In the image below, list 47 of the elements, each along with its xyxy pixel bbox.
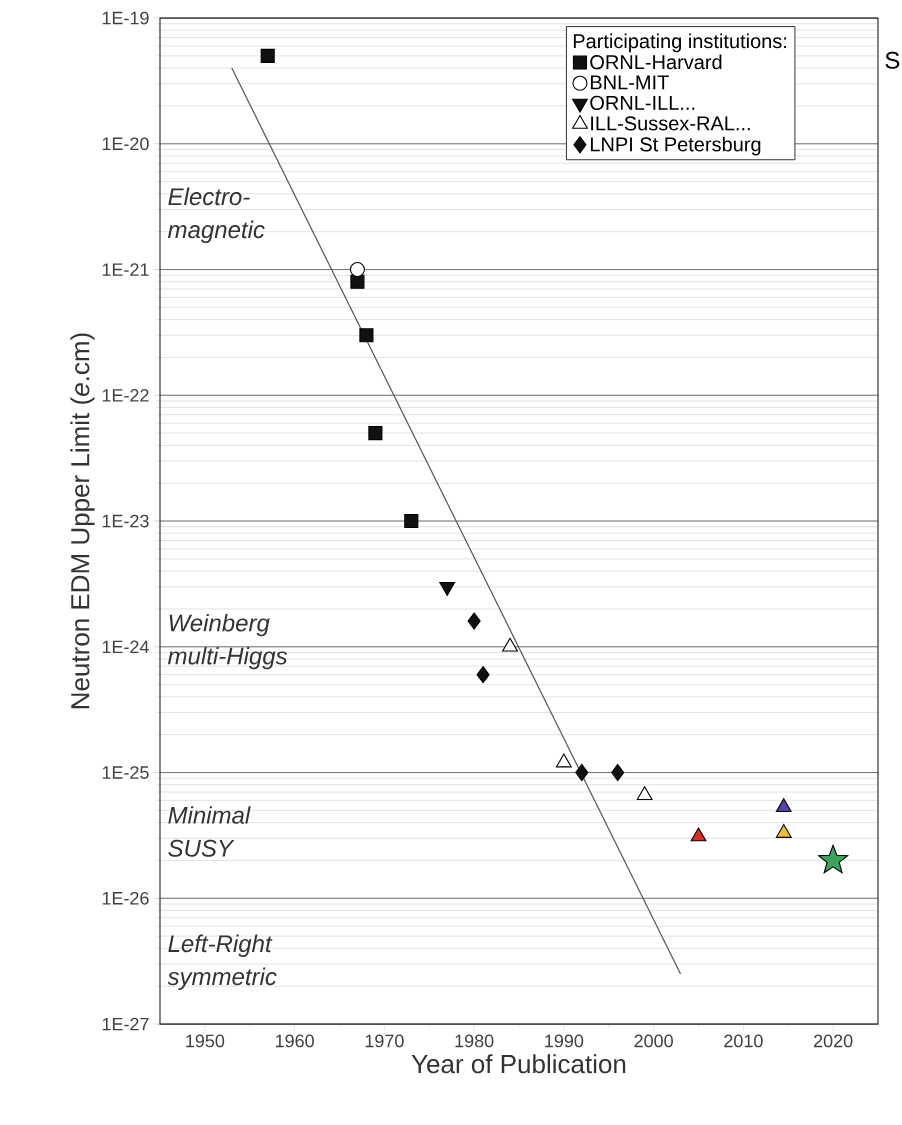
- point: [818, 844, 849, 874]
- point: [555, 753, 572, 768]
- y-tick-label: 1E-23: [102, 514, 149, 528]
- legend-label: ORNL-ILL...: [590, 95, 695, 110]
- legend-label: ORNL-Harvard: [590, 54, 722, 70]
- x-tick-label: 2020: [814, 1034, 853, 1048]
- point: [350, 274, 365, 289]
- point: [611, 763, 625, 782]
- y-tick-label: 1E-21: [102, 263, 149, 276]
- point: [775, 798, 792, 813]
- legend-label: ILL-Sussex-RAL...: [591, 116, 750, 131]
- y-tick-label: 1E-19: [102, 11, 149, 25]
- annotation: Minimal SUSY: [168, 806, 251, 857]
- y-tick-label: 1E-24: [102, 640, 149, 654]
- point: [349, 261, 365, 278]
- point: [690, 827, 707, 842]
- y-axis-title: Neutron EDM Upper Limit (e.cm): [70, 333, 95, 709]
- y-tick-label: 1E-26: [102, 891, 149, 905]
- legend-title: Participating institutions:: [573, 33, 787, 53]
- x-tick-label: 1970: [365, 1034, 404, 1048]
- x-tick-label: 1980: [455, 1034, 494, 1048]
- annotation: Electro- magnetic: [167, 187, 265, 243]
- point: [467, 612, 481, 630]
- text: S: [885, 51, 900, 69]
- x-axis-title: Year of Publication: [411, 1054, 626, 1074]
- annotation: Weinberg multi-Higgs: [167, 613, 288, 670]
- y-tick-label: 1E-27: [102, 1017, 149, 1031]
- y-tick-label: 1E-20: [102, 137, 149, 151]
- point: [502, 637, 518, 652]
- y-tick-label: 1E-25: [102, 766, 149, 779]
- point: [775, 824, 792, 838]
- point: [260, 48, 275, 63]
- point: [368, 426, 383, 441]
- point: [359, 328, 374, 343]
- point: [404, 513, 419, 529]
- point: [575, 763, 589, 782]
- annotation: Left-Right symmetric: [167, 934, 277, 990]
- legend-label: LNPI St Petersburg: [590, 136, 761, 156]
- point: [476, 666, 490, 684]
- x-tick-label: 1990: [545, 1034, 584, 1048]
- x-tick-label: 2010: [724, 1034, 763, 1048]
- x-tick-label: 2000: [634, 1034, 673, 1048]
- x-tick-label: 1950: [186, 1034, 225, 1048]
- legend-label: BNL-MIT: [590, 75, 669, 90]
- y-tick-label: 1E-22: [102, 388, 149, 402]
- x-tick-label: 1960: [275, 1034, 314, 1048]
- point: [636, 786, 653, 801]
